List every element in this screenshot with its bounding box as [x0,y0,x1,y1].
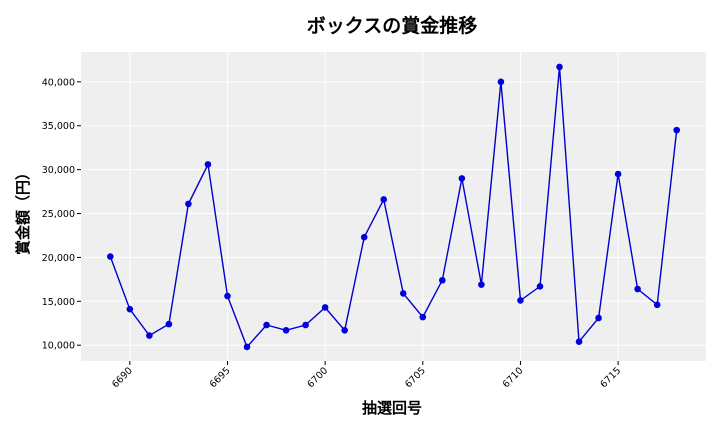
y-axis-label: 賞金額（円） [14,165,32,255]
plot-area [81,52,706,361]
data-point [458,175,466,182]
data-point [126,305,134,313]
y-tick-label: 40,000 [42,77,75,88]
data-point [282,326,290,334]
y-tick-label: 25,000 [42,209,75,220]
data-point [185,200,192,208]
y-tick-label: 30,000 [42,165,75,176]
data-point [263,321,270,329]
data-point [439,276,446,284]
x-tick-label: 6700 [305,365,330,390]
data-point [321,304,329,311]
data-point [614,170,622,178]
grid [81,52,706,361]
data-point [204,161,212,168]
data-point [653,301,661,309]
data-point [224,292,231,300]
data-point [146,332,153,339]
data-points [106,63,681,351]
data-point [380,196,388,203]
data-point [536,283,544,290]
data-point [106,253,114,260]
y-tick-label: 10,000 [42,341,75,352]
data-point [517,297,524,304]
data-point [419,313,427,321]
data-point [673,126,681,134]
data-point [360,233,368,241]
x-tick-label: 6715 [598,365,623,390]
data-point [497,78,505,86]
data-point [575,338,583,345]
data-point [478,281,485,288]
y-tick-label: 35,000 [42,121,75,132]
x-axis-label: 抽選回号 [362,399,422,417]
data-point [399,290,407,297]
x-axis: 6690 6695 6700 6705 6710 6715 [110,361,623,390]
chart-title: ボックスの賞金推移 [307,14,477,37]
series-line [109,66,678,349]
data-point [634,285,641,293]
data-point [595,314,602,322]
y-tick-label: 20,000 [42,253,75,264]
data-point [341,326,348,334]
x-tick-label: 6695 [208,365,233,390]
y-tick-label: 15,000 [42,297,75,308]
x-tick-label: 6690 [110,365,135,390]
y-axis: 10,000 15,000 20,000 25,000 30,000 35,000 40,0… [42,77,81,352]
data-point [556,63,563,71]
data-point [302,321,309,329]
x-tick-label: 6710 [501,365,526,390]
data-point [165,320,173,328]
x-tick-label: 6705 [403,365,428,390]
data-point [243,343,251,351]
